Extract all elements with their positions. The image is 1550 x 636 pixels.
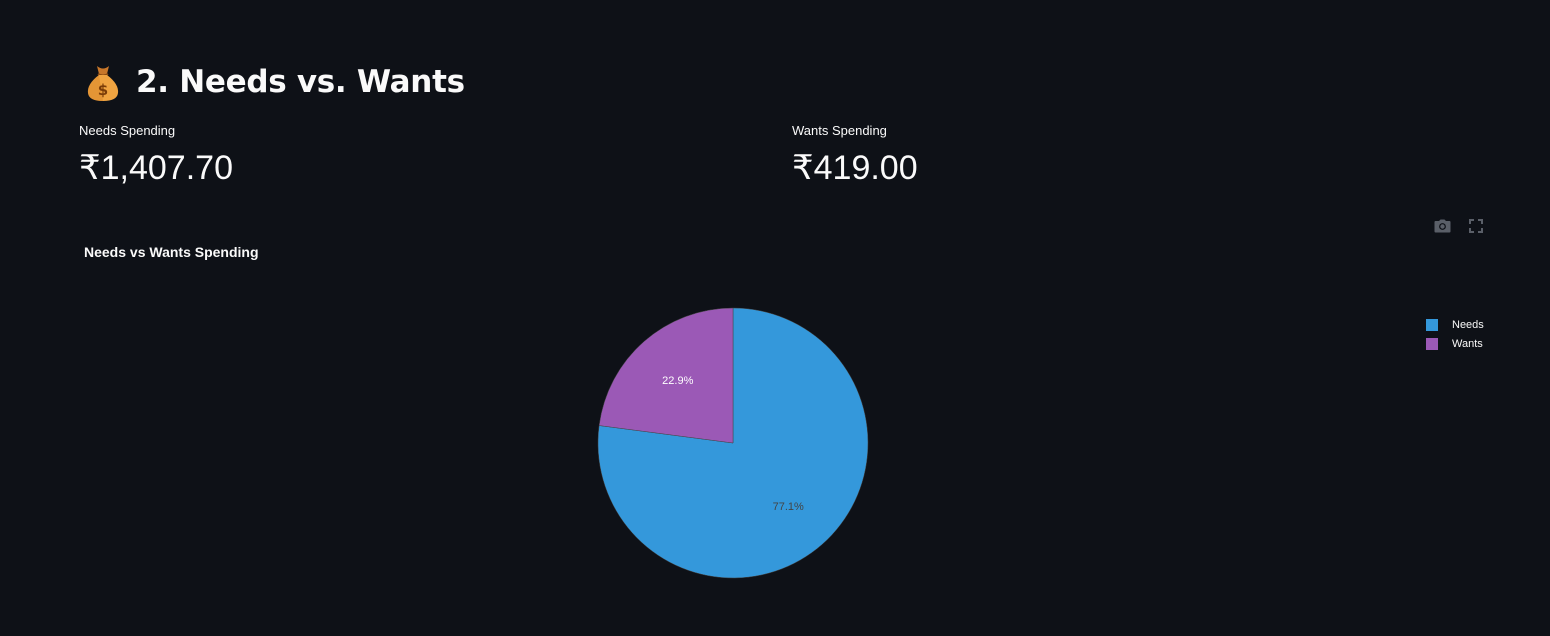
- legend-swatch-wants: [1426, 337, 1438, 350]
- pie-label-wants: 22.9%: [662, 375, 693, 387]
- svg-text:$: $: [98, 81, 108, 99]
- legend-swatch-needs: [1426, 318, 1438, 331]
- wants-spending-value: ₹419.00: [792, 149, 918, 187]
- needs-spending-metric: Needs Spending ₹1,407.70: [79, 122, 233, 190]
- chart-modebar: [1432, 217, 1486, 235]
- legend-label-wants: Wants: [1452, 337, 1483, 350]
- pie-label-needs: 77.1%: [773, 501, 804, 513]
- legend-label-needs: Needs: [1452, 318, 1484, 331]
- section-title: 2. Needs vs. Wants: [136, 64, 465, 100]
- pie-slice-wants[interactable]: [598, 307, 734, 444]
- wants-spending-metric: Wants Spending ₹419.00: [792, 122, 918, 190]
- section-header: $ 2. Needs vs. Wants: [84, 58, 465, 106]
- needs-spending-label: Needs Spending: [79, 123, 176, 138]
- wants-spending-label: Wants Spending: [792, 123, 887, 138]
- needs-spending-value: ₹1,407.70: [79, 149, 233, 187]
- camera-icon[interactable]: [1432, 217, 1452, 235]
- chart-legend: Needs Wants: [1426, 315, 1484, 353]
- money-bag-icon: $: [87, 66, 119, 101]
- legend-item-needs[interactable]: Needs: [1426, 315, 1484, 334]
- fullscreen-icon[interactable]: [1466, 217, 1486, 235]
- legend-item-wants[interactable]: Wants: [1426, 334, 1484, 353]
- chart-title: Needs vs Wants Spending: [84, 244, 259, 260]
